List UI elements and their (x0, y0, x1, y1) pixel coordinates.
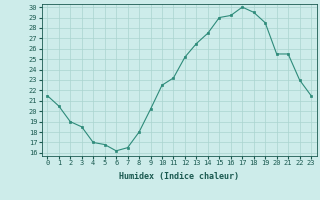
X-axis label: Humidex (Indice chaleur): Humidex (Indice chaleur) (119, 172, 239, 181)
